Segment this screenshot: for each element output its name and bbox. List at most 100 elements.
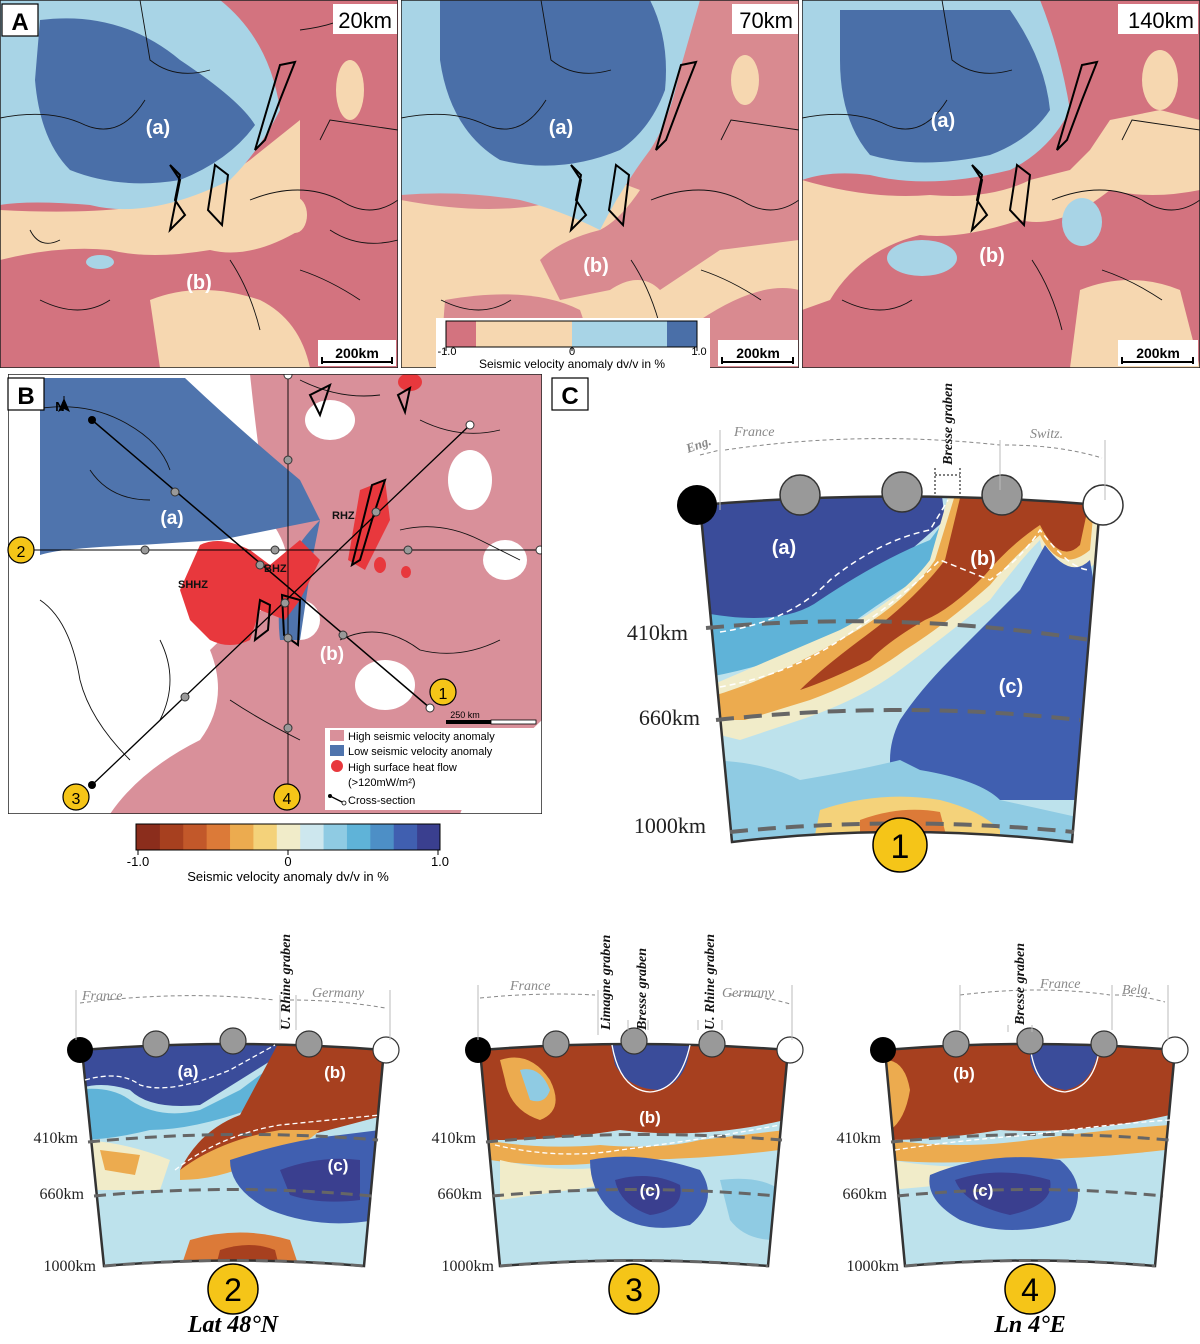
section-1-graben-bresse: Bresse graben (941, 383, 956, 466)
region-label-b-map3: (b) (979, 245, 1005, 267)
section-2-subtitle: Lat 48°N (187, 1312, 280, 1338)
map-panel-140km (802, 0, 1200, 368)
svg-text:200km: 200km (335, 345, 379, 361)
region-label-b-map-b: (b) (320, 644, 344, 665)
section-1-label-b: (b) (970, 548, 996, 570)
zone-label-shhz: SHHZ (178, 579, 208, 591)
continuous-color-bin (416, 824, 441, 850)
depth-label-box-2 (732, 4, 798, 34)
continuous-color-bin (276, 824, 301, 850)
legend-label-high-velocity: High seismic velocity anomaly (348, 731, 495, 743)
section-4-country-belg: Belg. (1122, 983, 1151, 998)
continuous-color-bin (369, 824, 394, 850)
discrete-legend-min: -1.0 (438, 346, 457, 358)
continuous-legend-max: 1.0 (431, 854, 449, 869)
continuous-color-bin (323, 824, 347, 850)
section-4-graben-bresse: Bresse graben (1013, 943, 1028, 1026)
continuous-color-bin (346, 824, 371, 850)
cross-section-2: France Germany U. Rhine graben (a) (b) (… (34, 934, 400, 1338)
section-1-label-a: (a) (772, 537, 796, 559)
section-2-label-c: (c) (328, 1156, 349, 1175)
section-badge-3-map: 3 (62, 783, 90, 811)
section-4-label-b: (b) (953, 1064, 975, 1083)
zone-label-bhz: BHZ (264, 563, 287, 575)
panel-a-letter-box (1, 3, 39, 37)
continuous-color-bin (206, 824, 231, 850)
legend-swatch-cross-section (329, 795, 345, 804)
map-panel-70km (401, 0, 799, 368)
cross-section-3: France Germany Limagne graben Bresse gra… (432, 934, 804, 1315)
section-2-depth-1000: 1000km (44, 1258, 97, 1275)
continuous-legend-min: -1.0 (127, 854, 149, 869)
section-2-label-b: (b) (324, 1063, 346, 1082)
depth-label-box-1 (333, 4, 397, 34)
section-2-depth-410: 410km (34, 1130, 79, 1147)
section-1-label-c: (c) (999, 676, 1023, 698)
legend-label-heat-flow-value: (>120mW/m²) (348, 777, 416, 789)
panel-b-letter: B (17, 383, 34, 410)
continuous-legend-caption: Seismic velocity anomaly dv/v in % (187, 869, 389, 884)
scale-bar-map2: 200km (718, 340, 798, 366)
discrete-color-bin (476, 321, 572, 347)
section-3-graben-limagne: Limagne graben (599, 935, 614, 1031)
region-label-a-map3: (a) (931, 110, 955, 132)
section-2-country-france: France (81, 989, 122, 1004)
continuous-color-bin (252, 824, 277, 850)
section-badge-2-map: 2 (7, 536, 35, 564)
map-b-legend: High seismic velocity anomaly Low seismi… (325, 728, 541, 810)
depth-label-20km: 20km (338, 8, 392, 33)
section-3-graben-rhine: U. Rhine graben (703, 934, 718, 1030)
section-1-depth-1000: 1000km (634, 813, 706, 838)
svg-text:2: 2 (17, 544, 26, 561)
svg-text:1: 1 (439, 686, 448, 703)
section-4-depth-410: 410km (837, 1130, 882, 1147)
continuous-color-bin (182, 824, 207, 850)
section-badge-1-map: 1 (429, 678, 457, 706)
section-3-label-b: (b) (639, 1108, 661, 1127)
scale-bar-map-b: 250 km (446, 710, 537, 725)
section-4-country-france: France (1039, 977, 1080, 992)
legend-swatch-low-velocity (330, 745, 344, 756)
section-4-number: 4 (1021, 1272, 1039, 1308)
north-label: N (55, 399, 64, 414)
discrete-legend-caption: Seismic velocity anomaly dv/v in % (479, 357, 665, 371)
section-3-country-france: France (509, 979, 550, 994)
continuous-color-bin (299, 824, 324, 850)
section-3-number: 3 (625, 1272, 643, 1308)
svg-text:200km: 200km (1136, 345, 1180, 361)
section-4-depth-660: 660km (843, 1186, 888, 1203)
discrete-color-bin (667, 321, 697, 347)
north-arrow: N (55, 396, 70, 414)
region-label-b-map1: (b) (186, 272, 212, 294)
depth-label-70km: 70km (739, 8, 793, 33)
discrete-colorbar-legend: -1.0 0 1.0 Seismic velocity anomaly dv/v… (436, 318, 710, 372)
panel-c-letter: C (561, 383, 578, 410)
cross-section-1: Eng. France Switz. Bresse graben (a) (b)… (627, 383, 1124, 873)
section-badge-4-map: 4 (273, 783, 301, 811)
section-1-depth-660: 660km (639, 705, 700, 730)
section-1-depth-410: 410km (627, 620, 688, 645)
section-1-badge (872, 817, 928, 873)
section-3-badge (608, 1263, 660, 1315)
section-2-badge (207, 1263, 259, 1315)
section-1-country-france: France (733, 425, 774, 440)
section-2-number: 2 (224, 1272, 242, 1308)
region-label-a-map-b: (a) (160, 508, 183, 529)
legend-label-low-velocity: Low seismic velocity anomaly (348, 746, 493, 758)
section-4-depth-1000: 1000km (847, 1258, 900, 1275)
discrete-legend-max: 1.0 (691, 346, 706, 358)
continuous-color-bin (136, 824, 160, 850)
discrete-color-bin (446, 321, 476, 347)
continuous-colorbar-legend: -1.0 0 1.0 Seismic velocity anomaly dv/v… (127, 823, 449, 884)
section-3-label-c: (c) (640, 1181, 661, 1200)
section-1-number: 1 (891, 828, 910, 866)
legend-swatch-heat-flow (331, 760, 343, 772)
section-2-country-germany: Germany (312, 986, 365, 1001)
map-panel-20km (0, 0, 398, 368)
section-4-label-c: (c) (973, 1181, 994, 1200)
depth-label-140km: 140km (1128, 8, 1194, 33)
section-2-label-a: (a) (178, 1062, 199, 1081)
region-label-a-map2: (a) (549, 117, 573, 139)
section-3-depth-410: 410km (432, 1130, 477, 1147)
